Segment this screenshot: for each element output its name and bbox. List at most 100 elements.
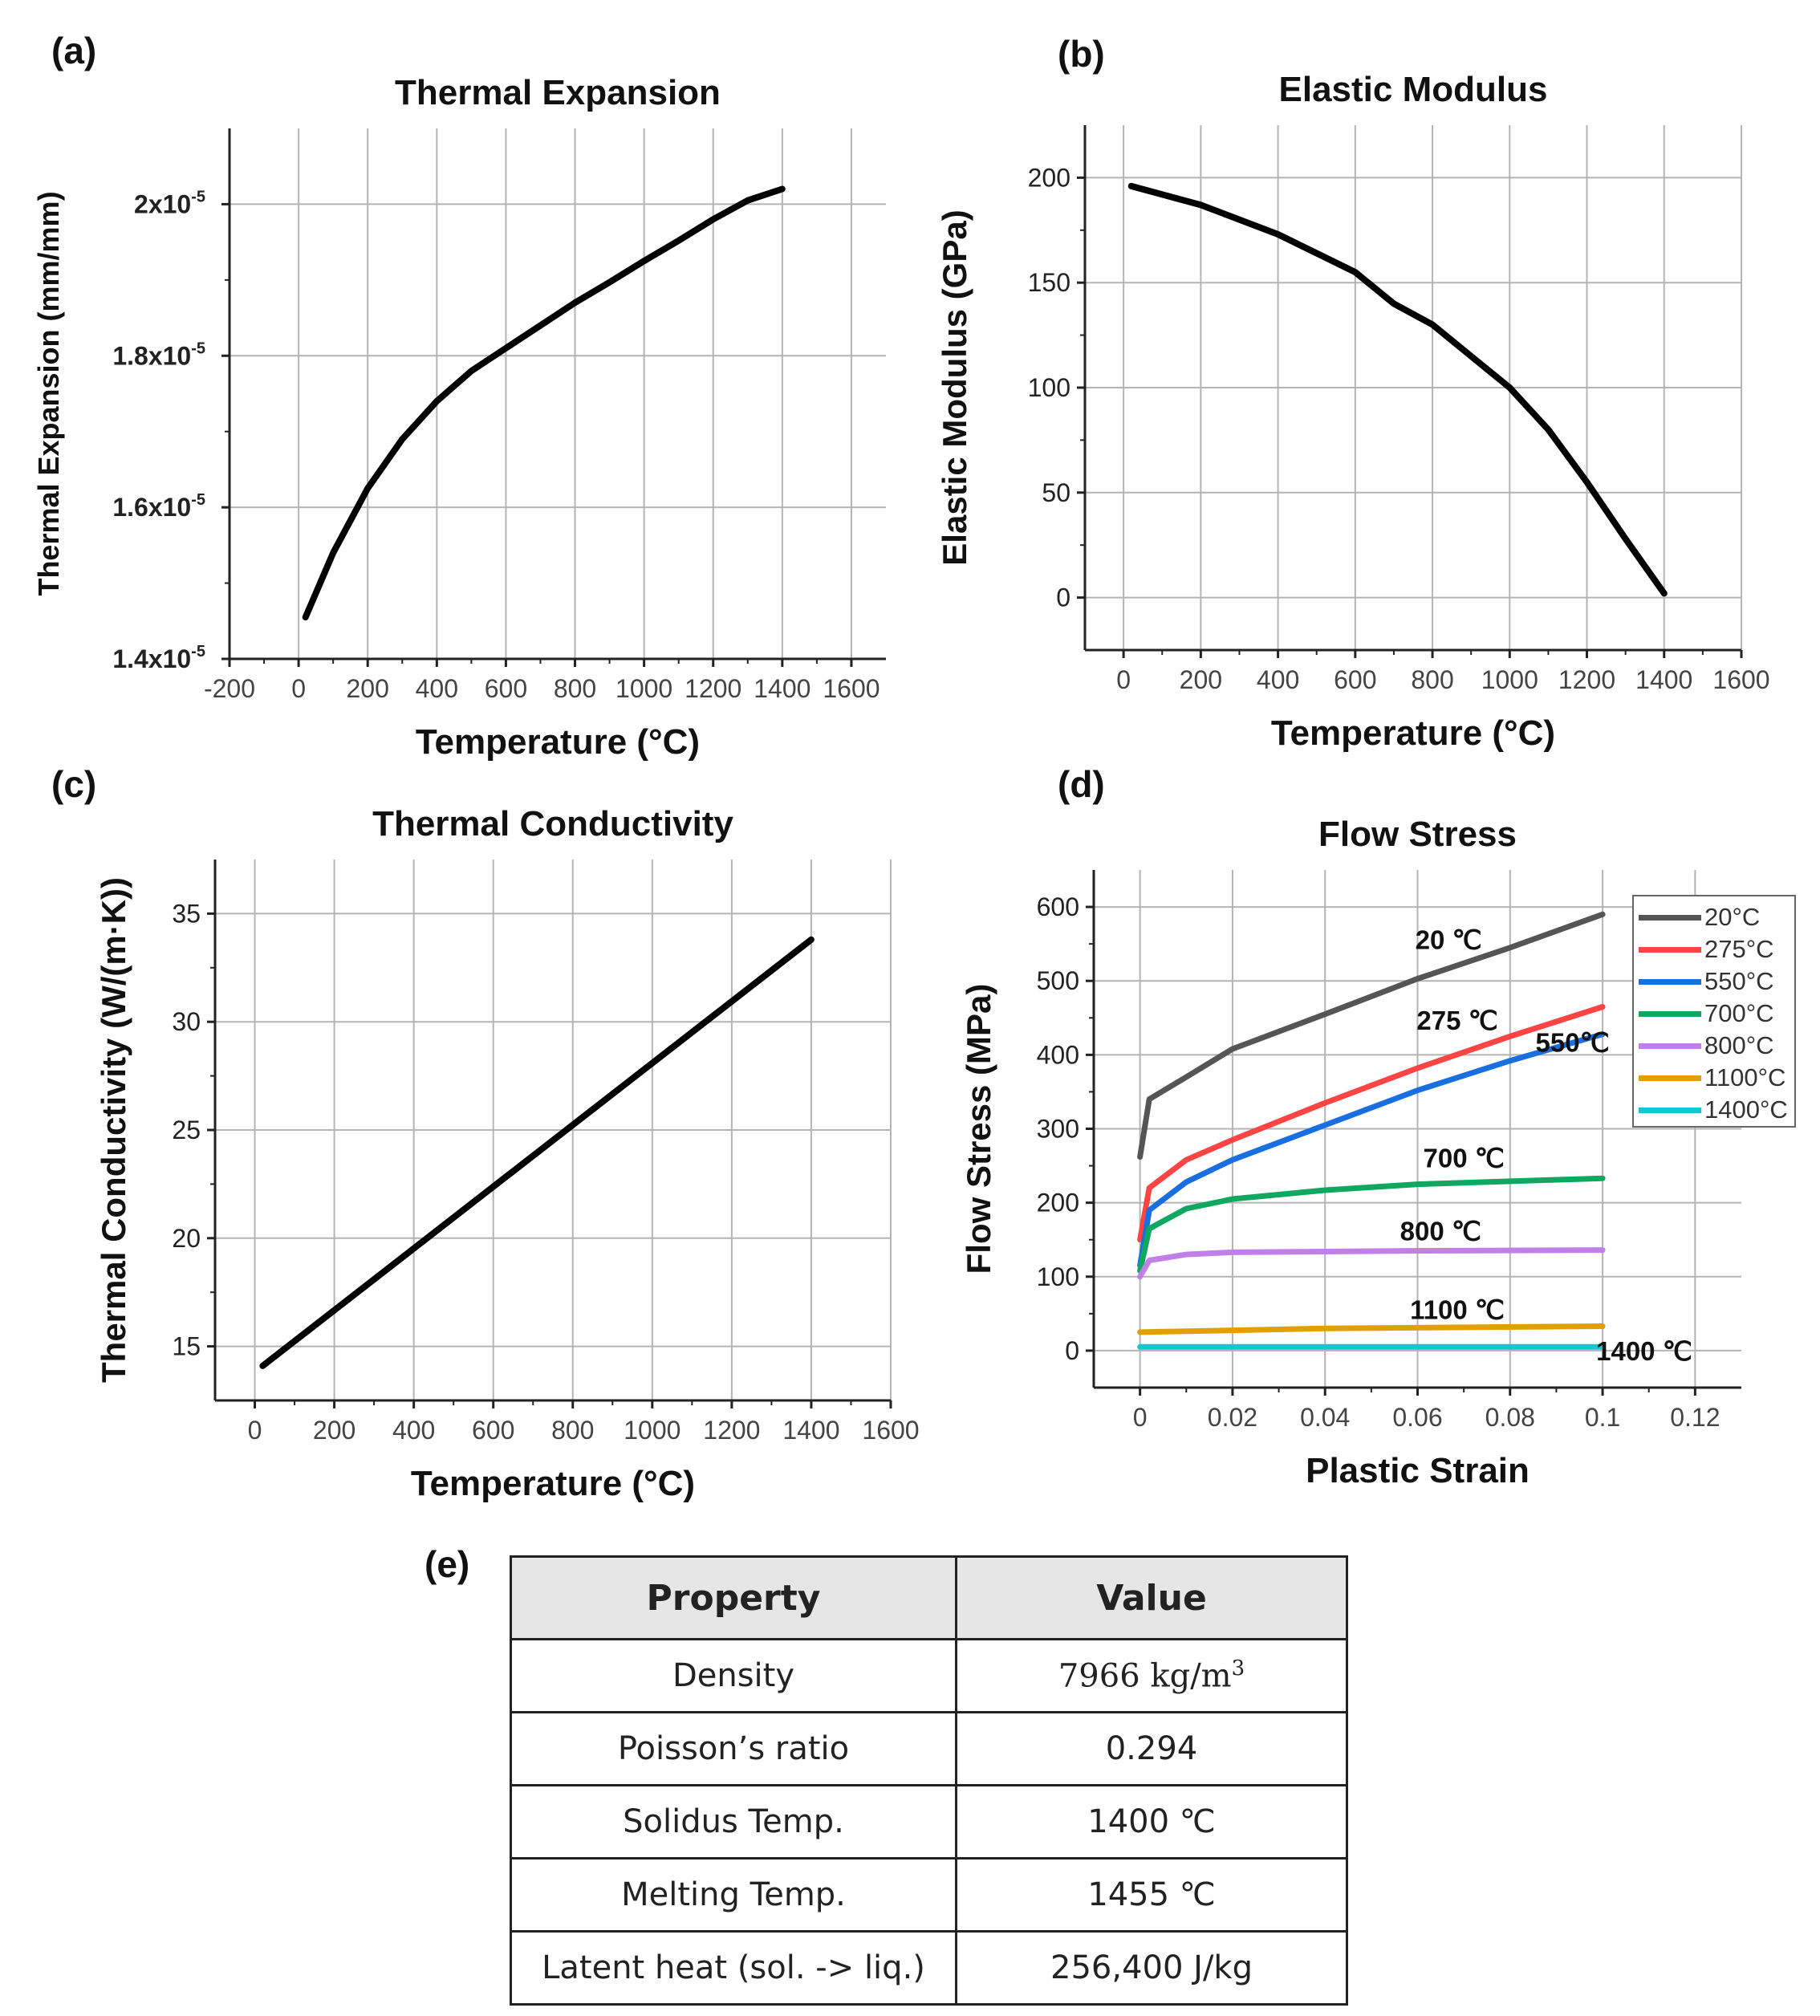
x-tick-label: 600 [472,1416,514,1445]
legend-item: 1400°C [1639,1094,1794,1126]
chart-title: Thermal Conductivity [372,804,733,843]
chart-b: 0 200 400 600 800 1000 1200 1400 1600 0 50 100 150 20… [936,70,1770,753]
y-tick-label: 30 [172,1007,201,1036]
x-tick-label: 1400 [754,674,810,703]
value-exponent: 3 [1231,1656,1245,1681]
series-line-1100C [1137,1323,1606,1335]
x-axis-label: Temperature (°C) [411,1464,695,1503]
series-line-ThermalExpansion [302,185,786,621]
chart-title: Thermal Expansion [395,73,721,112]
x-tick-label: 1200 [703,1416,760,1445]
y-tick-label: 0 [1056,583,1070,612]
legend-label: 700°C [1704,999,1774,1027]
y-axis-label: Flow Stress (MPa) [960,984,997,1274]
x-tick-label: 0.02 [1208,1403,1257,1432]
figure-canvas: -200 0 200 400 600 800 1000 1200 1400 16001.4x10-… [32,70,1770,1503]
x-tick-label: 1400 [1635,665,1692,694]
value-number: 7966 [1058,1657,1140,1695]
legend-item: 275°C [1639,933,1794,965]
x-tick-label: 0.1 [1585,1403,1620,1432]
legend-swatch [1639,1075,1701,1081]
y-tick-label: 25 [172,1116,201,1144]
table-row: Melting Temp. 1455 ℃ [510,1857,1348,1933]
property-cell: Density [510,1638,957,1713]
chart-title: Flow Stress [1318,815,1517,854]
value-cell: 1400 ℃ [955,1784,1348,1860]
x-tick-label: 400 [1257,665,1299,694]
x-tick-label: 800 [551,1416,594,1445]
panel-label-d: (d) [1058,763,1105,805]
y-tick-label: 1.8x10-5 [112,339,205,370]
x-tick-label: 1600 [823,674,880,703]
legend-swatch [1639,1107,1701,1113]
property-cell: Melting Temp. [510,1857,957,1933]
legend-item: 20°C [1639,901,1794,933]
tick-base: 1.4x10 [112,644,191,673]
y-tick-label: 20 [172,1224,201,1253]
series-line-ElasticModulus [1127,182,1668,597]
y-tick-label: 2x10-5 [134,188,205,218]
x-tick-label: 1000 [624,1416,680,1445]
y-tick-label: 50 [1042,478,1070,507]
table-header-row: Property Value [510,1555,1348,1640]
x-tick-label: 0.08 [1485,1403,1535,1432]
series-line-550C [1137,1031,1606,1269]
x-tick-label: 800 [1411,665,1453,694]
legend-item: 800°C [1639,1030,1794,1062]
tick-exponent: -5 [191,491,205,509]
tick-base: 2x10 [134,189,191,218]
legend-swatch [1639,978,1701,985]
y-tick-label: 200 [1037,1189,1079,1217]
x-tick-label: 1200 [1558,665,1615,694]
curve-annotation: 700 ℃ [1423,1143,1504,1173]
value-unit: kg/m [1150,1657,1232,1695]
y-tick-label: 1.4x10-5 [112,643,205,673]
x-tick-label: 200 [1180,665,1222,694]
x-tick-label: 200 [313,1416,355,1445]
property-cell: Latent heat (sol. -> liq.) [510,1930,957,2006]
x-tick-label: 200 [347,674,389,703]
x-axis-label: Temperature (°C) [1271,713,1555,753]
tick-base: 1.6x10 [112,493,191,522]
panel-label-a: (a) [51,30,97,71]
x-tick-label: -200 [204,674,255,703]
table-row: Latent heat (sol. -> liq.) 256,400 J/kg [510,1930,1348,2006]
y-tick-label: 100 [1037,1262,1079,1291]
y-tick-label: 100 [1028,373,1070,402]
y-tick-label: 35 [172,899,201,928]
y-tick-label: 200 [1028,163,1070,192]
legend-swatch [1639,1010,1701,1017]
curve-annotation: 20 ℃ [1416,925,1482,955]
series-line-ThermalConductivity [259,936,815,1369]
x-tick-label: 0 [1116,665,1131,694]
chart-c: 0 200 400 600 800 1000 1200 1400 1600 15 20 25 30 35 T… [95,804,920,1503]
legend-item: 1100°C [1639,1062,1794,1094]
x-tick-label: 0 [248,1416,262,1445]
series-line-700C [1137,1175,1606,1274]
panel-label-c: (c) [51,763,97,805]
legend-label: 550°C [1704,967,1774,995]
x-tick-label: 1600 [1712,665,1769,694]
tick-exponent: -5 [191,643,205,660]
series-line-275C [1137,1004,1606,1243]
y-axis-label: Thermal Conductivity (W/(m·K)) [95,877,132,1383]
x-tick-label: 800 [554,674,596,703]
y-tick-label: 0 [1065,1336,1079,1365]
x-tick-label: 1000 [615,674,672,703]
tick-base: 1.8x10 [112,341,191,370]
value-cell: 256,400 J/kg [955,1930,1348,2006]
x-tick-label: 0.12 [1670,1403,1720,1432]
header-property: Property [510,1555,957,1640]
property-cell: Solidus Temp. [510,1784,957,1860]
x-tick-label: 1200 [685,674,741,703]
y-tick-label: 1.6x10-5 [112,491,205,522]
panel-label-b: (b) [1058,33,1105,75]
y-tick-label: 500 [1037,966,1079,995]
legend-label: 800°C [1704,1031,1774,1059]
legend-item: 700°C [1639,998,1794,1030]
curve-annotation: 800 ℃ [1400,1217,1481,1246]
x-tick-label: 0 [1133,1403,1148,1432]
y-tick-label: 150 [1028,268,1070,297]
legend-swatch [1639,1043,1701,1049]
header-value: Value [955,1555,1348,1640]
